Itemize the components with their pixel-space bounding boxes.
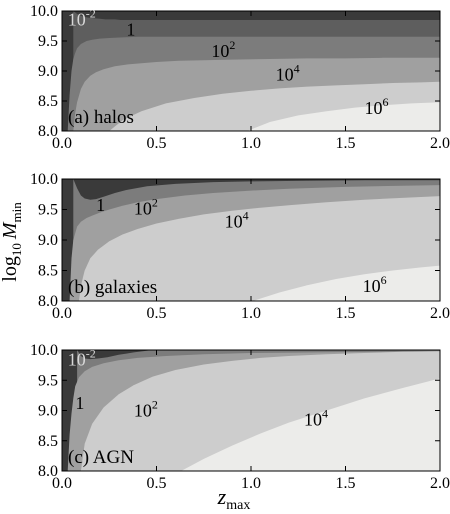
contour-label: 102 — [134, 195, 158, 218]
panel-1: 0.0 0.5 1.0 1.5 2.0 8.0 8.5 9.0 9.5 10.0 10-2 1 102 1… — [30, 3, 450, 152]
panel-label: (c) AGN — [68, 447, 134, 468]
contour-region — [79, 196, 440, 301]
x-tick-label: 1.0 — [241, 475, 261, 492]
plot-area — [62, 179, 440, 301]
contour-label: 102 — [211, 38, 235, 61]
x-tick-label: 2.0 — [430, 135, 450, 152]
y-axis-prefix: log — [0, 256, 21, 282]
y-tick-label: 8.0 — [38, 123, 58, 140]
y-tick-label: 9.0 — [38, 403, 58, 420]
y-tick-label: 8.5 — [38, 93, 58, 110]
contour-label: 10-2 — [68, 6, 96, 29]
contour-region — [181, 378, 440, 471]
panel-label: (a) halos — [68, 107, 134, 128]
x-tick-label: 1.5 — [336, 135, 356, 152]
y-tick-label: 8.0 — [38, 463, 58, 480]
x-tick-label: 1.5 — [336, 475, 356, 492]
y-axis-var: M — [0, 221, 21, 240]
panel-2: 0.0 0.5 1.0 1.5 2.0 8.0 8.5 9.0 9.5 10.0 1 102 104 10… — [30, 171, 450, 322]
x-tick-label: 0.5 — [147, 135, 167, 152]
x-tick-label: 0.0 — [52, 305, 72, 322]
panel-label: (b) galaxies — [68, 277, 157, 298]
x-tick-label: 1.5 — [336, 305, 356, 322]
y-tick-label: 9.0 — [38, 232, 58, 249]
x-tick-label: 0.5 — [147, 475, 167, 492]
x-axis-var: z — [217, 484, 227, 509]
x-tick-label: 1.0 — [241, 135, 261, 152]
contour-label: 104 — [276, 62, 300, 85]
y-axis-title: log10 Mmin — [0, 202, 24, 282]
plot-area — [62, 11, 440, 131]
contour-region — [252, 265, 440, 301]
contour-label: 106 — [363, 273, 387, 296]
contour-label: 104 — [225, 209, 249, 232]
y-tick-label: 8.5 — [38, 433, 58, 450]
panel-3: 0.0 0.5 1.0 1.5 2.0 8.0 8.5 9.0 9.5 10.0 10-2 1 102 1… — [30, 342, 450, 492]
x-axis-title: zmax — [217, 484, 251, 513]
x-axis-sub: max — [226, 498, 250, 513]
contour-label: 1 — [75, 393, 84, 413]
y-axis-sub: min — [9, 202, 24, 223]
x-tick-label: 0.0 — [52, 135, 72, 152]
contour-label: 102 — [134, 398, 158, 421]
contour-region — [247, 102, 440, 131]
contour-label: 1 — [126, 20, 135, 40]
y-tick-label: 9.0 — [38, 63, 58, 80]
x-tick-label: 2.0 — [430, 305, 450, 322]
y-tick-label: 9.5 — [38, 33, 58, 50]
x-tick-label: 1.0 — [241, 305, 261, 322]
plot-area — [62, 350, 440, 471]
y-tick-label: 8.0 — [38, 293, 58, 310]
x-tick-label: 2.0 — [430, 475, 450, 492]
y-tick-label: 10.0 — [30, 3, 58, 20]
y-axis-prefix-sub: 10 — [9, 243, 24, 256]
y-tick-label: 9.5 — [38, 372, 58, 389]
x-tick-label: 0.5 — [147, 305, 167, 322]
contour-label: 106 — [365, 95, 389, 118]
contour-label: 104 — [304, 407, 328, 430]
y-tick-label: 10.0 — [30, 342, 58, 359]
x-tick-label: 0.0 — [52, 475, 72, 492]
contour-label: 1 — [96, 195, 105, 215]
y-tick-label: 10.0 — [30, 171, 58, 188]
y-tick-label: 9.5 — [38, 202, 58, 219]
y-tick-label: 8.5 — [38, 263, 58, 280]
contour-label: 10-2 — [68, 347, 96, 370]
